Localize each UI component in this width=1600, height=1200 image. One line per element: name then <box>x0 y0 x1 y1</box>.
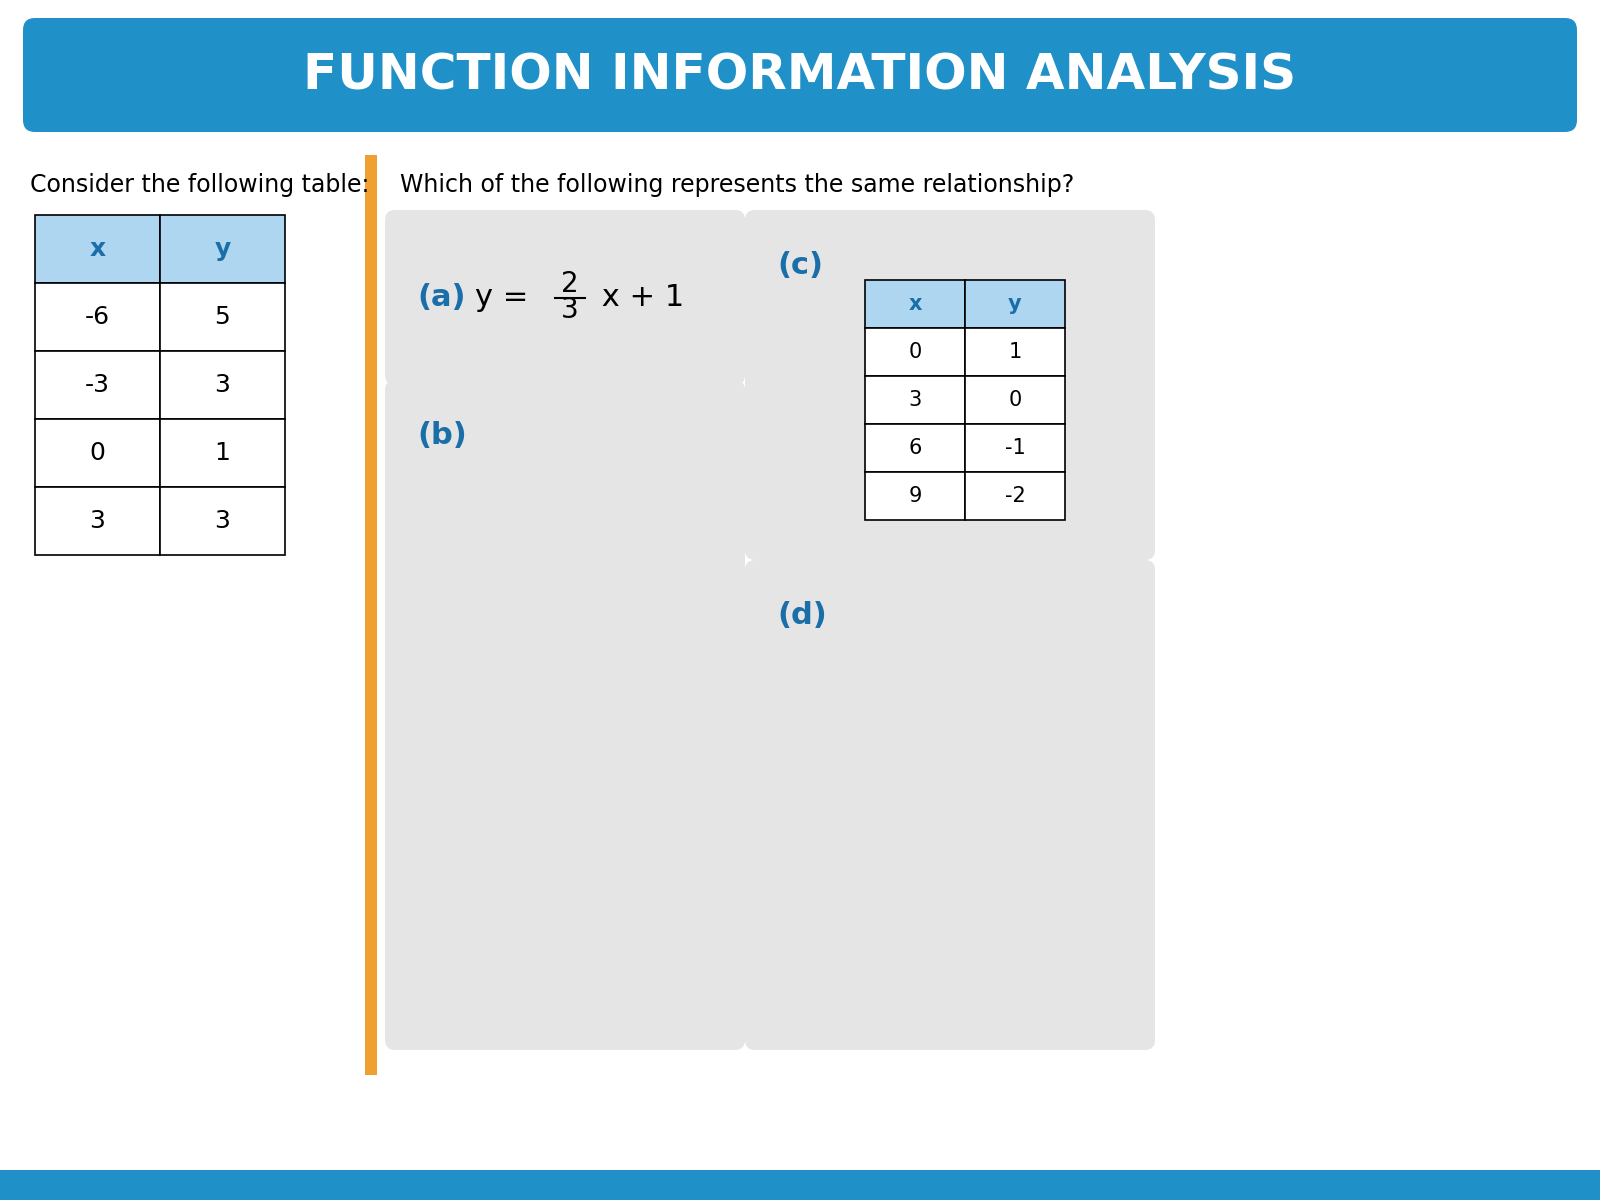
Text: 2: 2 <box>562 270 579 299</box>
Text: 9: 9 <box>909 486 922 506</box>
Bar <box>965 328 1066 376</box>
Text: y =: y = <box>475 283 538 312</box>
Text: x: x <box>90 236 106 260</box>
Text: 1: 1 <box>1008 342 1022 362</box>
FancyBboxPatch shape <box>746 210 1155 560</box>
Bar <box>965 472 1066 520</box>
FancyBboxPatch shape <box>386 380 746 1050</box>
Bar <box>35 487 160 554</box>
Bar <box>866 376 965 424</box>
Text: 3: 3 <box>90 509 106 533</box>
Text: y: y <box>214 236 230 260</box>
Text: (d): (d) <box>778 600 827 630</box>
Bar <box>965 424 1066 472</box>
Bar <box>160 487 285 554</box>
Text: y: y <box>1008 294 1022 314</box>
Text: 1: 1 <box>214 440 230 464</box>
FancyBboxPatch shape <box>22 18 1578 132</box>
Text: 0: 0 <box>909 342 922 362</box>
Bar <box>965 280 1066 328</box>
Bar <box>0 1170 1600 1200</box>
Text: Consider the following table:: Consider the following table: <box>30 173 370 197</box>
Text: 0: 0 <box>1008 390 1022 410</box>
Bar <box>160 350 285 419</box>
Text: FUNCTION INFORMATION ANALYSIS: FUNCTION INFORMATION ANALYSIS <box>304 50 1296 98</box>
Bar <box>965 376 1066 424</box>
Text: -1: -1 <box>1005 438 1026 458</box>
Bar <box>160 215 285 283</box>
Bar <box>866 472 965 520</box>
Text: 3: 3 <box>214 509 230 533</box>
Bar <box>35 350 160 419</box>
Text: -6: -6 <box>85 305 110 329</box>
Text: Which of the following represents the same relationship?: Which of the following represents the sa… <box>400 173 1074 197</box>
FancyBboxPatch shape <box>386 210 746 385</box>
Bar <box>365 155 378 1075</box>
Text: 0: 0 <box>90 440 106 464</box>
Bar <box>866 328 965 376</box>
Bar <box>35 419 160 487</box>
Text: (a): (a) <box>418 283 466 312</box>
Text: 6: 6 <box>909 438 922 458</box>
Bar <box>35 215 160 283</box>
Bar <box>35 283 160 350</box>
Text: 5: 5 <box>214 305 230 329</box>
Text: x + 1: x + 1 <box>592 283 685 312</box>
Text: (b): (b) <box>418 420 467 450</box>
FancyBboxPatch shape <box>746 560 1155 1050</box>
Bar <box>866 280 965 328</box>
Text: (c): (c) <box>778 251 822 280</box>
Bar <box>866 424 965 472</box>
Text: 3: 3 <box>562 296 579 324</box>
Text: x: x <box>909 294 922 314</box>
Text: -3: -3 <box>85 373 110 397</box>
Text: -2: -2 <box>1005 486 1026 506</box>
Text: 3: 3 <box>909 390 922 410</box>
Bar <box>160 419 285 487</box>
Text: 3: 3 <box>214 373 230 397</box>
Bar <box>160 283 285 350</box>
